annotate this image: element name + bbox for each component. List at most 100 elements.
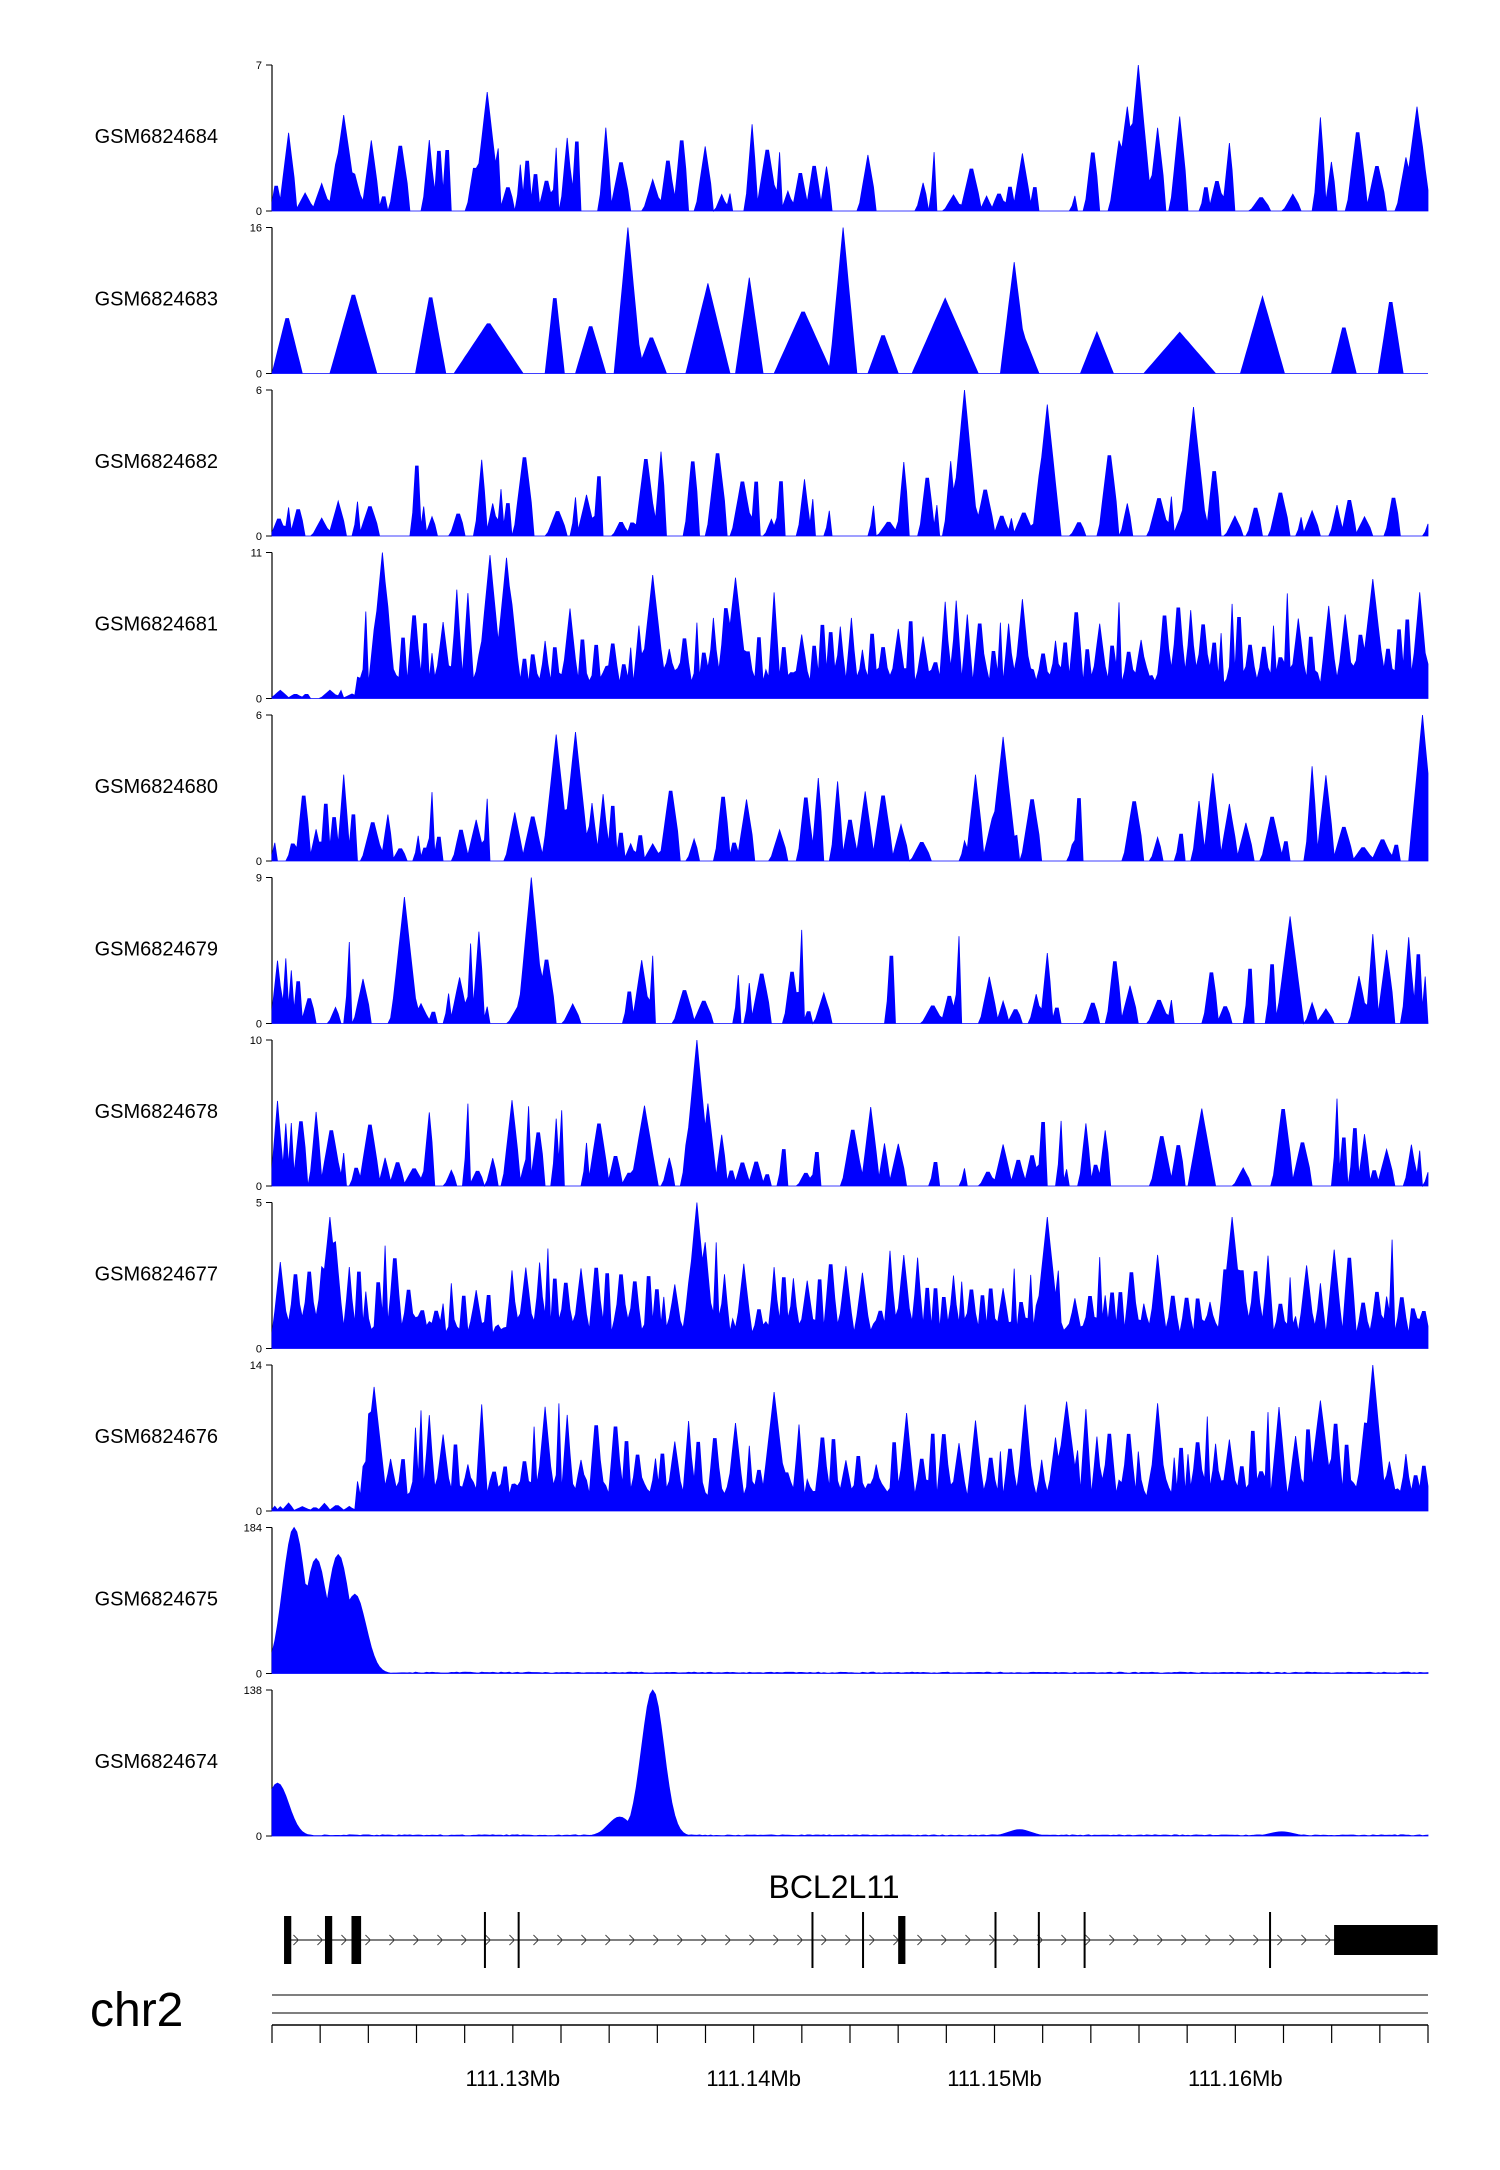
coverage-area	[271, 64, 1429, 212]
strand-arrow	[1301, 1934, 1308, 1946]
strand-arrow	[509, 1934, 516, 1946]
exon	[811, 1912, 814, 1968]
x-tick-label: 111.15Mb	[947, 2066, 1042, 2091]
exon	[1083, 1912, 1086, 1968]
coverage-area	[271, 1526, 1429, 1674]
coverage-area	[271, 1202, 1429, 1349]
y-tick-label: 0	[256, 856, 262, 868]
strand-arrow	[941, 1934, 948, 1946]
strand-arrow	[365, 1934, 372, 1946]
exon	[284, 1916, 292, 1964]
track-label: GSM6824675	[95, 1589, 218, 1611]
track-GSM6824678: GSM6824678 10 0	[95, 1035, 1429, 1193]
track-label: GSM6824676	[95, 1426, 218, 1448]
strand-arrow	[653, 1934, 660, 1946]
strand-arrow	[461, 1934, 468, 1946]
exon	[517, 1912, 520, 1968]
track-label: GSM6824680	[95, 776, 218, 798]
strand-arrow	[605, 1934, 612, 1946]
strand-arrow	[557, 1934, 564, 1946]
strand-arrow	[677, 1934, 684, 1946]
strand-arrow	[1181, 1934, 1188, 1946]
strand-arrow	[917, 1934, 924, 1946]
strand-arrow	[1157, 1934, 1164, 1946]
track-GSM6824682: GSM6824682 6 0	[95, 385, 1429, 543]
strand-arrow	[1229, 1934, 1236, 1946]
y-tick-label: 0	[256, 1669, 262, 1681]
strand-arrow	[293, 1934, 300, 1946]
x-tick-label: 111.16Mb	[1188, 2066, 1283, 2091]
gene-name-label: BCL2L11	[768, 1869, 899, 1905]
coverage-area	[271, 1364, 1429, 1512]
y-tick-label: 5	[256, 1198, 262, 1210]
coverage-area	[271, 714, 1429, 862]
chromosome-label: chr2	[90, 1984, 183, 2037]
strand-arrow	[1109, 1934, 1116, 1946]
strand-arrow	[1061, 1934, 1068, 1946]
y-tick-label: 0	[256, 369, 262, 381]
y-tick-label: 9	[256, 873, 262, 885]
strand-arrow	[1205, 1934, 1212, 1946]
strand-arrow	[989, 1934, 996, 1946]
track-GSM6824681: GSM6824681 11 0	[95, 548, 1429, 706]
strand-arrow	[533, 1934, 540, 1946]
y-tick-label: 0	[256, 1181, 262, 1193]
track-label: GSM6824674	[95, 1751, 218, 1773]
y-tick-label: 7	[256, 60, 262, 72]
track-label: GSM6824684	[95, 126, 218, 148]
y-tick-label: 14	[250, 1360, 262, 1372]
strand-arrow	[629, 1934, 636, 1946]
y-tick-label: 0	[256, 1506, 262, 1518]
coverage-area	[271, 1039, 1429, 1188]
exon	[351, 1916, 362, 1964]
exon	[898, 1916, 906, 1964]
exon	[862, 1912, 865, 1968]
track-label: GSM6824678	[95, 1101, 218, 1123]
exon	[1037, 1912, 1040, 1968]
y-tick-label: 0	[256, 1019, 262, 1031]
y-tick-label: 0	[256, 206, 262, 218]
exon	[1269, 1912, 1272, 1968]
exon	[1334, 1925, 1438, 1955]
exon	[324, 1916, 333, 1964]
y-tick-label: 6	[256, 385, 262, 397]
strand-arrow	[845, 1934, 852, 1946]
track-label: GSM6824683	[95, 289, 218, 311]
y-tick-label: 138	[244, 1685, 262, 1697]
y-tick-label: 10	[250, 1035, 262, 1047]
y-tick-label: 11	[251, 548, 262, 560]
strand-arrow	[725, 1934, 732, 1946]
track-label: GSM6824681	[95, 614, 218, 636]
x-tick-label: 111.13Mb	[466, 2066, 561, 2091]
gene-structure	[284, 1912, 1438, 1968]
strand-arrow	[413, 1934, 420, 1946]
strand-arrow	[1133, 1934, 1140, 1946]
strand-arrow	[1325, 1934, 1332, 1946]
strand-arrow	[1277, 1934, 1284, 1946]
y-tick-label: 16	[250, 223, 262, 235]
strand-arrow	[773, 1934, 780, 1946]
coverage-area	[271, 877, 1429, 1025]
coverage-area	[271, 1689, 1429, 1837]
track-GSM6824674: GSM6824674 138 0	[95, 1685, 1429, 1843]
exon	[994, 1912, 997, 1968]
x-tick-label: 111.14Mb	[706, 2066, 801, 2091]
coverage-tracks: GSM682468470GSM6824683160GSM682468260GSM…	[95, 60, 1429, 1843]
strand-arrow	[869, 1934, 876, 1946]
y-tick-label: 0	[256, 1344, 262, 1356]
strand-arrow	[749, 1934, 756, 1946]
gene-track: BCL2L11	[284, 1869, 1438, 1968]
coverage-area	[271, 227, 1428, 374]
strand-arrow	[437, 1934, 444, 1946]
coverage-area	[271, 552, 1429, 699]
x-axis-ticks: 111.13Mb 111.14Mb 111.15Mb 111.16Mb	[271, 2025, 1429, 2091]
strand-arrow	[797, 1934, 804, 1946]
coverage-area	[271, 389, 1429, 537]
track-GSM6824683: GSM6824683 16 0	[95, 223, 1428, 381]
y-tick-label: 184	[244, 1523, 262, 1535]
strand-arrow	[341, 1934, 348, 1946]
track-GSM6824680: GSM6824680 6 0	[95, 710, 1429, 868]
strand-arrow	[965, 1934, 972, 1946]
strand-arrow	[1085, 1934, 1092, 1946]
